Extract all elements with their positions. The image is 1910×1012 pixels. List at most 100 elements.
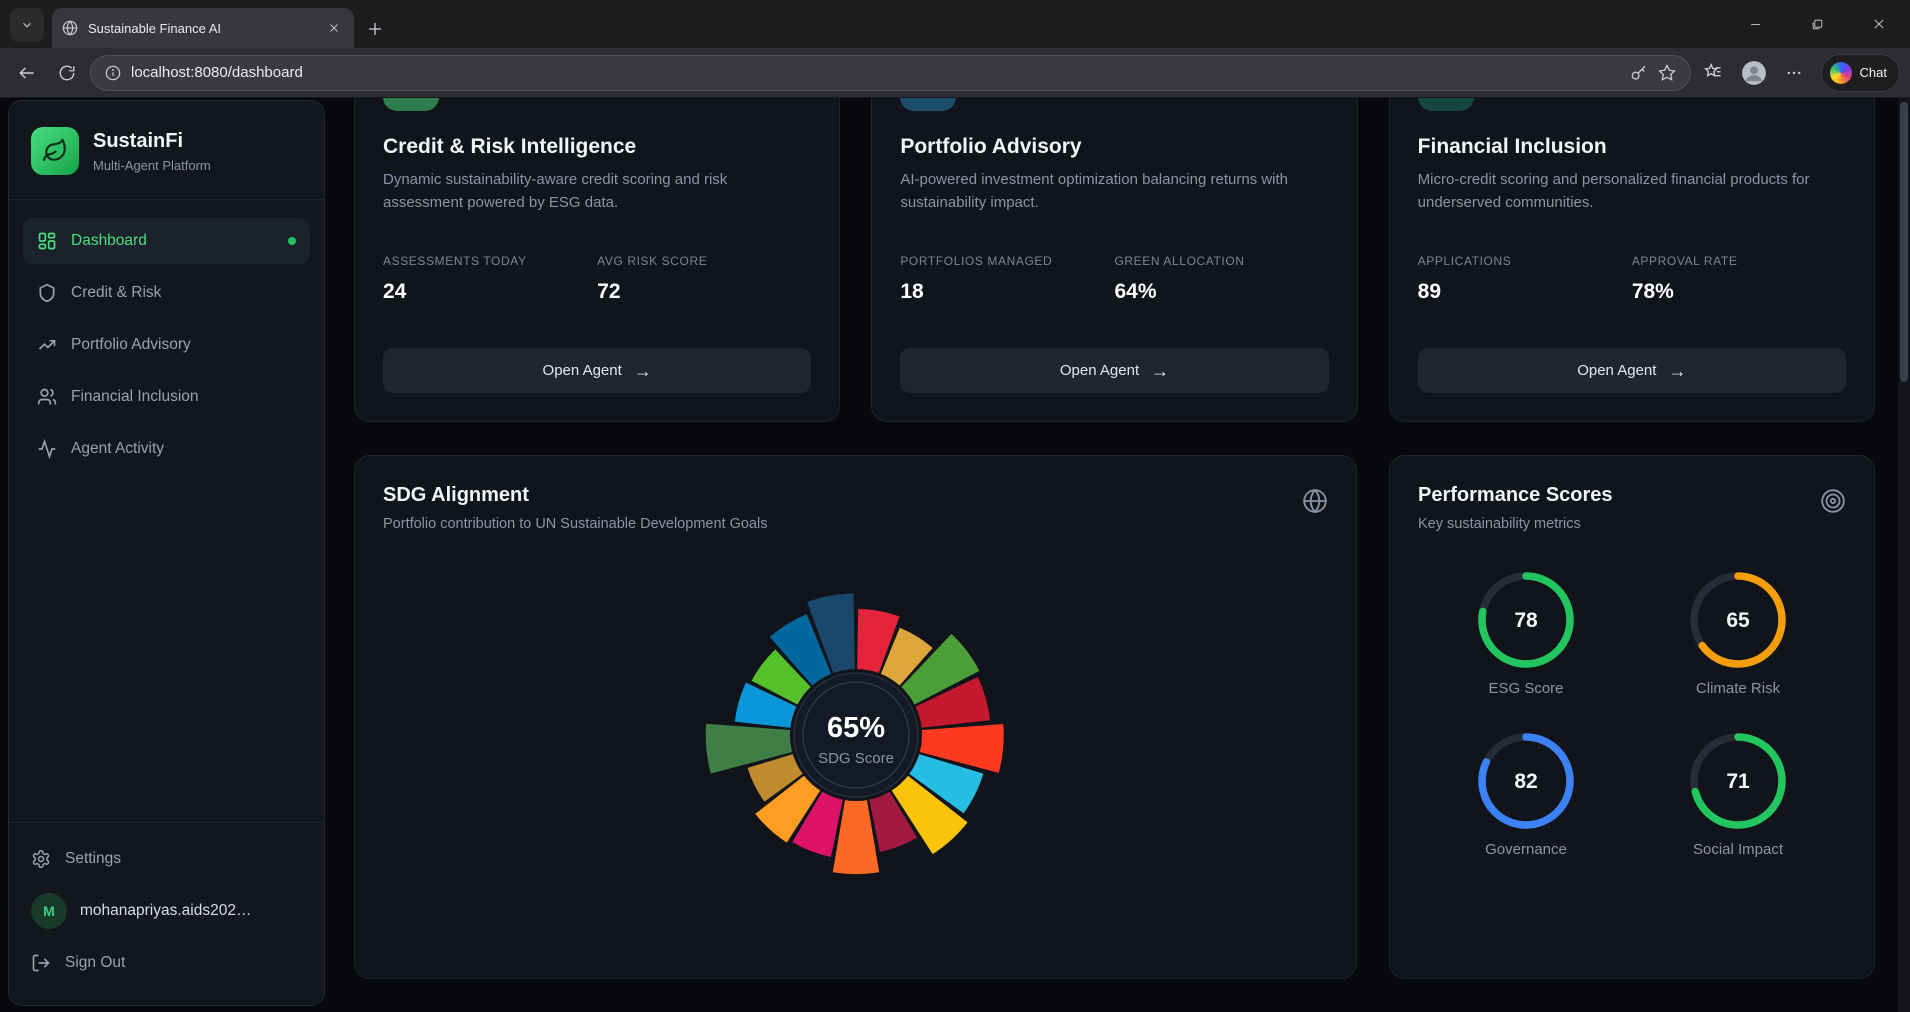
sdg-segment-10 <box>791 791 843 857</box>
favorites-bar-button[interactable] <box>1697 56 1731 90</box>
tab-title: Sustainable Finance AI <box>88 20 221 36</box>
stat: ASSESSMENTS TODAY 24 <box>383 254 597 304</box>
sign-out-label: Sign Out <box>65 954 126 971</box>
new-tab-button[interactable] <box>366 20 384 38</box>
brand-text: SustainFi Multi-Agent Platform <box>93 130 211 173</box>
sidebar-item-dashboard[interactable]: Dashboard <box>23 218 310 264</box>
stat-label: ASSESSMENTS TODAY <box>383 254 527 268</box>
sidebar-item-credit-risk[interactable]: Credit & Risk <box>23 270 310 316</box>
gauge-value: 82 <box>1514 770 1537 793</box>
open-agent-label: Open Agent <box>542 362 622 379</box>
target-icon <box>1821 489 1845 513</box>
address-bar[interactable]: localhost:8080/dashboard <box>90 54 1691 91</box>
leaf-icon <box>43 138 66 161</box>
arrow-right-icon: → <box>633 360 652 381</box>
sidebar-item-label: Portfolio Advisory <box>71 336 191 353</box>
agent-card-title: Portfolio Advisory <box>900 135 1082 158</box>
url-text[interactable]: localhost:8080/dashboard <box>131 64 303 81</box>
open-agent-label: Open Agent <box>1577 362 1657 379</box>
window-minimize-button[interactable] <box>1724 0 1786 48</box>
user-email: mohanapriyas.aids202… <box>80 902 252 919</box>
user-avatar: M <box>31 893 67 929</box>
sdg-card-title: SDG Alignment <box>383 484 529 506</box>
sdg-segment-16 <box>769 614 831 686</box>
stat-label: PORTFOLIOS MANAGED <box>900 254 1053 268</box>
sidebar-item-label: Agent Activity <box>71 440 165 457</box>
stat: GREEN ALLOCATION 64% <box>1114 254 1328 304</box>
sdg-segment-6 <box>908 754 983 814</box>
stat: APPLICATIONS 89 <box>1418 254 1632 304</box>
agent-card-title: Financial Inclusion <box>1417 135 1607 158</box>
stat-label: APPROVAL RATE <box>1631 254 1738 268</box>
settings-button[interactable]: Settings <box>31 839 302 879</box>
agent-card-credit-risk: Credit & Risk Intelligence Dynamic susta… <box>354 98 841 422</box>
open-agent-label: Open Agent <box>1059 362 1140 379</box>
logout-icon <box>32 954 50 972</box>
window-maximize-button[interactable] <box>1786 0 1848 48</box>
tab-search-button[interactable] <box>10 8 44 42</box>
refresh-button[interactable] <box>50 56 84 90</box>
sdg-segment-17 <box>806 593 855 674</box>
gauge-grid: 78 ESG Score 65 Climate Risk 82 Governance 71 S… <box>1418 568 1846 858</box>
gauge-label: ESG Score <box>1488 680 1564 697</box>
globe-favicon-icon <box>62 20 78 36</box>
page-scrollbar[interactable] <box>1898 98 1910 1012</box>
sidebar-item-label: Financial Inclusion <box>71 388 199 405</box>
performance-card-header: Performance Scores Key sustainability me… <box>1418 484 1846 532</box>
gauge-esg-score: 78 ESG Score <box>1451 568 1601 697</box>
open-agent-button[interactable]: Open Agent → <box>1417 348 1846 393</box>
arrow-right-icon: → <box>1151 360 1170 381</box>
sdg-segment-2 <box>880 627 933 686</box>
password-key-icon[interactable] <box>1630 64 1648 82</box>
sidebar-item-portfolio-advisory[interactable]: Portfolio Advisory <box>23 322 310 368</box>
browser-tab-strip: Sustainable Finance AI <box>0 0 1910 48</box>
open-agent-button[interactable]: Open Agent → <box>383 348 812 393</box>
sidebar-item-financial-inclusion[interactable]: Financial Inclusion <box>23 374 310 420</box>
sdg-segment-12 <box>747 754 803 802</box>
sidebar-item-label: Dashboard <box>71 232 147 249</box>
maximize-icon <box>1812 19 1822 29</box>
copilot-chat-button[interactable]: Chat <box>1820 53 1900 92</box>
favorites-list-icon <box>1704 63 1721 77</box>
sdg-segment-8 <box>868 791 917 852</box>
account-row[interactable]: M mohanapriyas.aids202… <box>31 879 302 943</box>
gauge-value: 65 <box>1726 609 1750 632</box>
sdg-segment-11 <box>754 775 820 843</box>
sidebar-item-agent-activity[interactable]: Agent Activity <box>23 426 310 472</box>
agent-cards-row: Credit & Risk Intelligence Dynamic susta… <box>354 98 1875 422</box>
dashboard-page: SustainFi Multi-Agent Platform Dashboard… <box>0 98 1910 1012</box>
back-button[interactable] <box>10 56 44 90</box>
window-close-button[interactable] <box>1848 0 1910 48</box>
gauge-label: Governance <box>1485 841 1567 858</box>
sdg-alignment-card: SDG Alignment Portfolio contribution to … <box>354 455 1357 979</box>
favorite-star-icon[interactable] <box>1657 63 1676 82</box>
performance-card-title: Performance Scores <box>1418 484 1613 506</box>
gauge-governance: 82 Governance <box>1451 729 1601 858</box>
browser-menu-button[interactable] <box>1777 56 1811 90</box>
activity-icon <box>38 439 56 459</box>
sidebar-item-label: Credit & Risk <box>71 284 162 301</box>
sidebar-divider <box>9 199 324 200</box>
stat: PORTFOLIOS MANAGED 18 <box>900 254 1114 304</box>
gauge-social-impact: 71 Social Impact <box>1663 729 1813 858</box>
sdg-segment-14 <box>734 682 796 728</box>
performance-card-subtitle: Key sustainability metrics <box>1418 516 1581 532</box>
gauge-climate-risk: 65 Climate Risk <box>1663 568 1813 697</box>
open-agent-button[interactable]: Open Agent → <box>900 348 1329 393</box>
gauge-ring: 78 <box>1478 572 1574 668</box>
chevron-down-icon <box>23 22 31 28</box>
minimize-icon <box>1750 23 1760 25</box>
tab-close-button[interactable] <box>324 18 344 38</box>
settings-label: Settings <box>65 850 122 867</box>
sdg-segment-3 <box>900 633 979 705</box>
scrollbar-thumb[interactable] <box>1900 102 1908 382</box>
sign-out-button[interactable]: Sign Out <box>31 943 302 983</box>
brand-block: SustainFi Multi-Agent Platform <box>9 101 324 199</box>
agent-card-title: Credit & Risk Intelligence <box>383 135 637 158</box>
info-icon[interactable] <box>105 65 121 81</box>
browser-profile-avatar[interactable] <box>1737 56 1771 90</box>
gear-icon <box>32 849 50 869</box>
browser-tab-active[interactable]: Sustainable Finance AI <box>52 8 354 48</box>
agent-badge <box>1417 98 1474 111</box>
agent-badge <box>383 98 439 111</box>
